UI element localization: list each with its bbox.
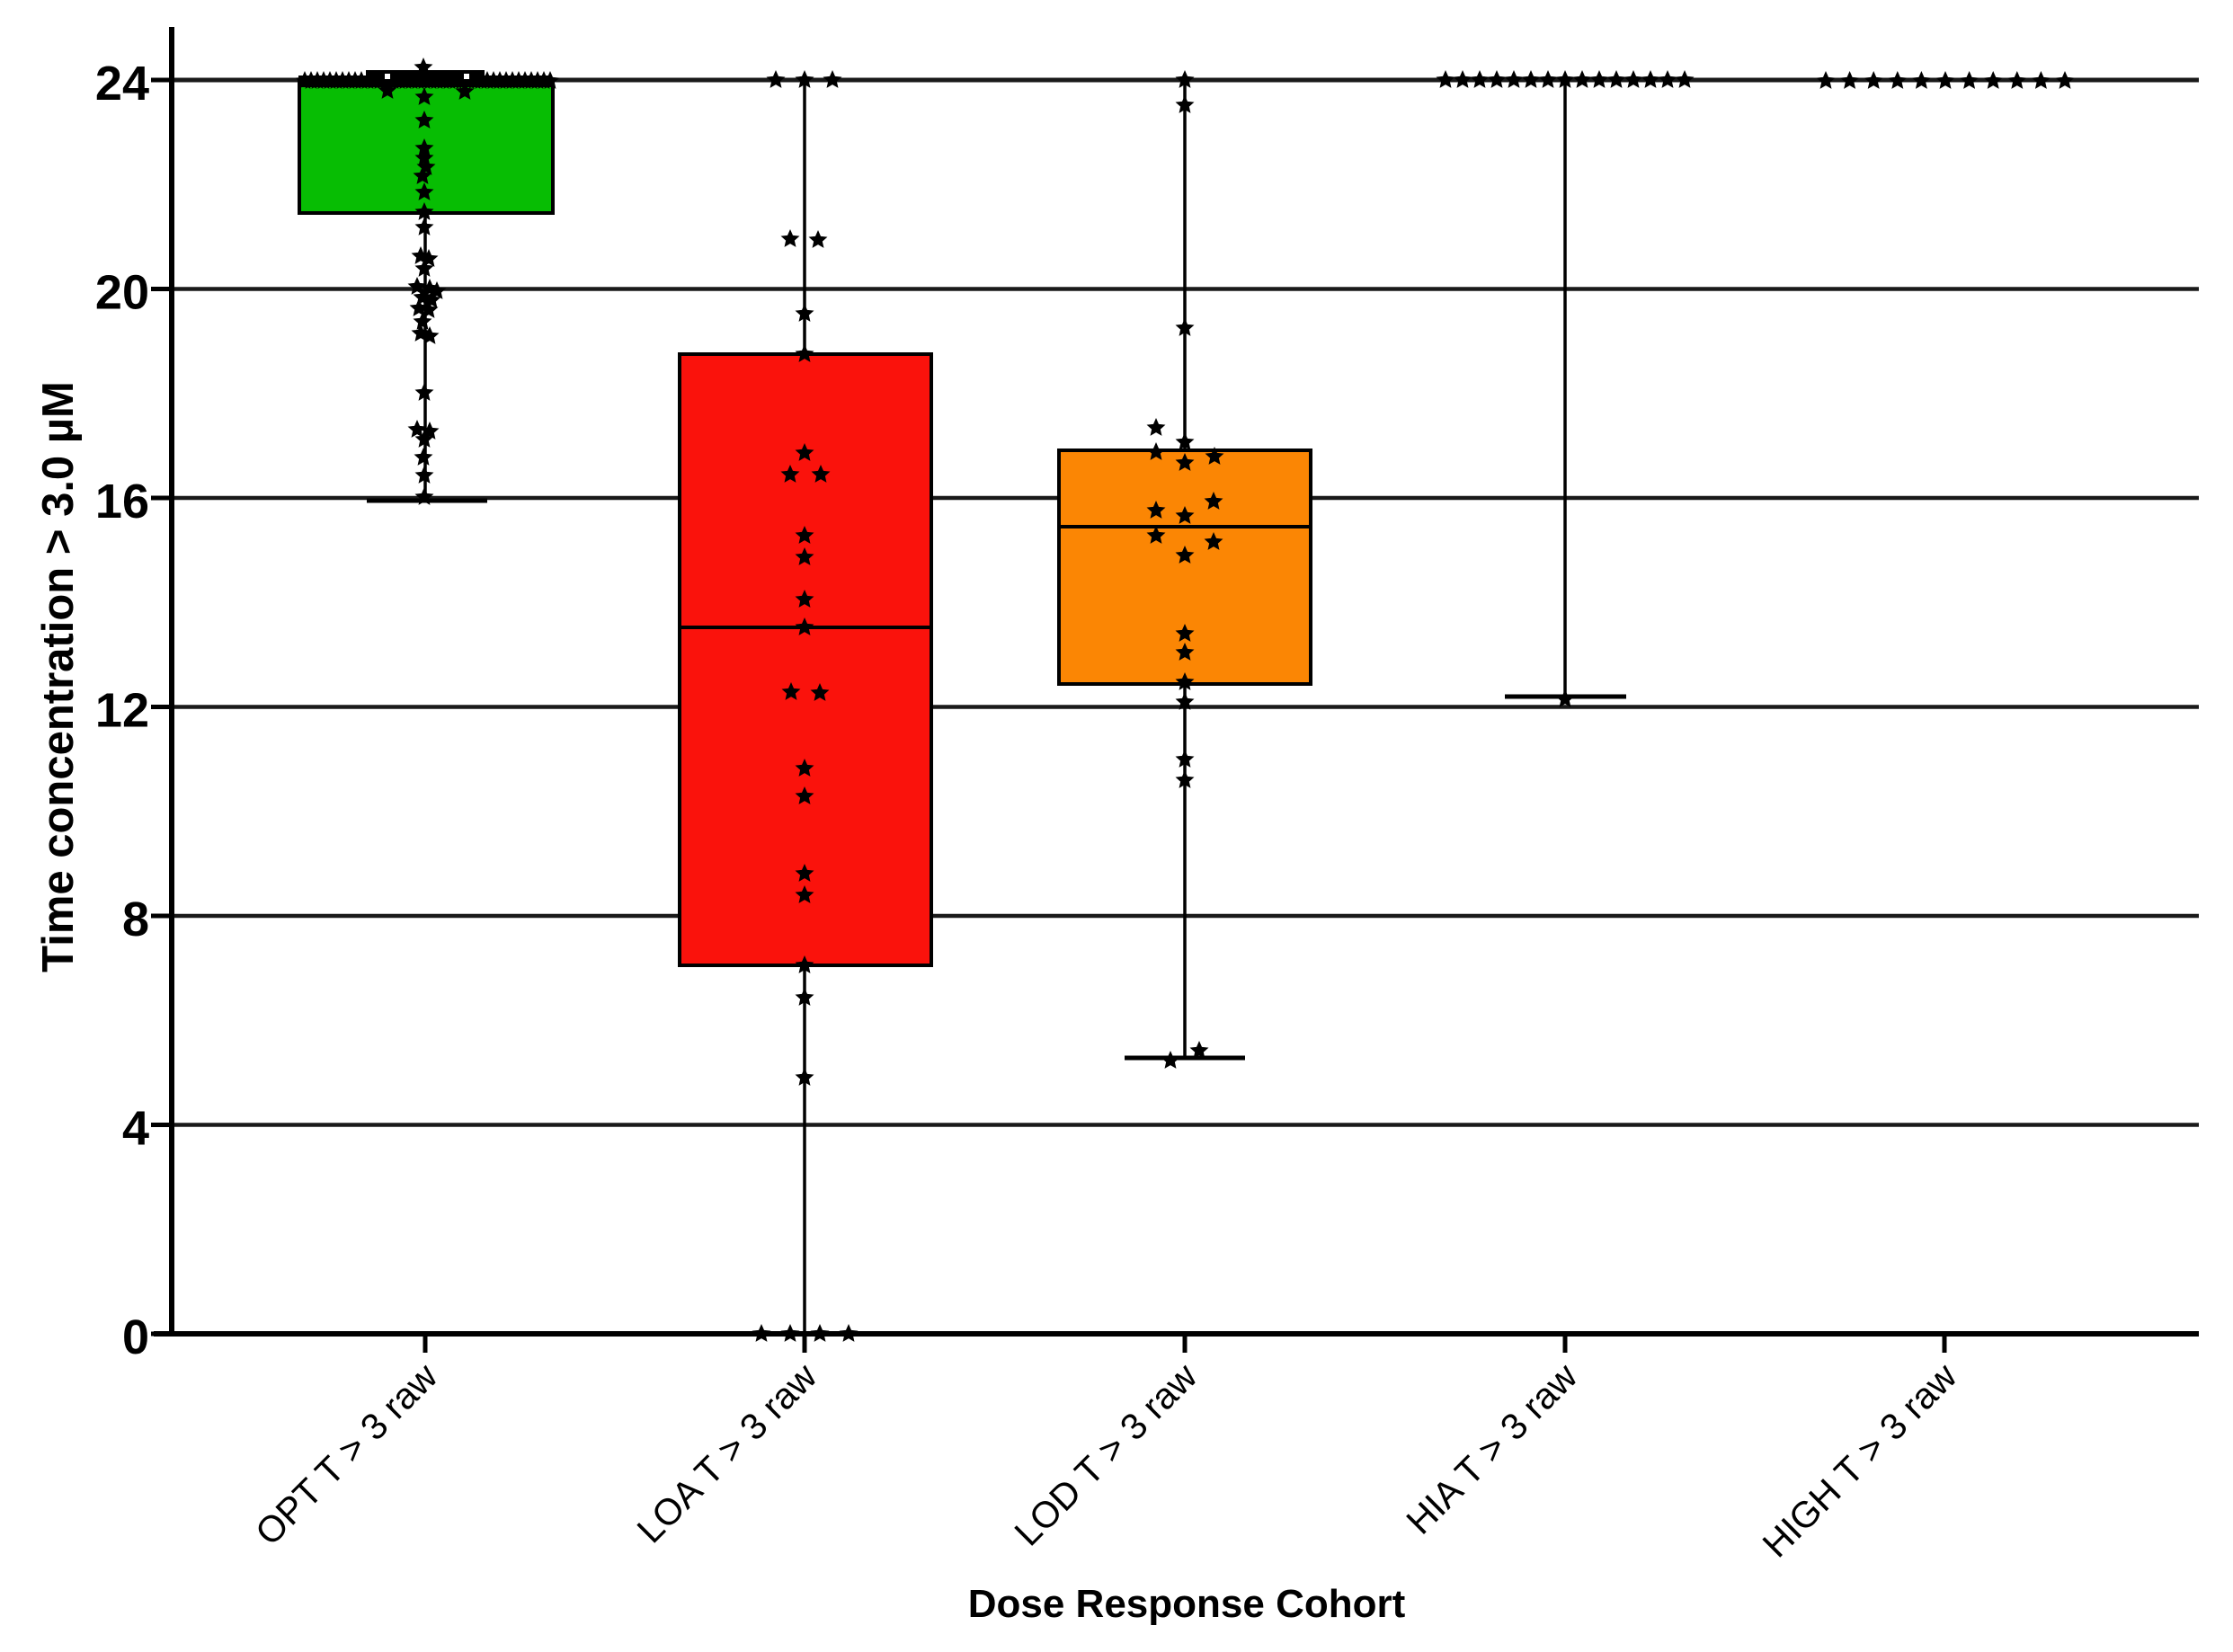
svg-text:Time concentration > 3.0 µM: Time concentration > 3.0 µM	[34, 381, 83, 973]
svg-text:Dose Response Cohort: Dose Response Cohort	[968, 1582, 1406, 1626]
svg-text:12: 12	[95, 684, 149, 738]
svg-text:16: 16	[95, 475, 149, 528]
svg-text:0: 0	[122, 1310, 149, 1364]
svg-text:4: 4	[122, 1102, 149, 1156]
svg-text:8: 8	[122, 893, 149, 946]
svg-text:24: 24	[95, 57, 149, 111]
svg-text:20: 20	[95, 266, 149, 320]
